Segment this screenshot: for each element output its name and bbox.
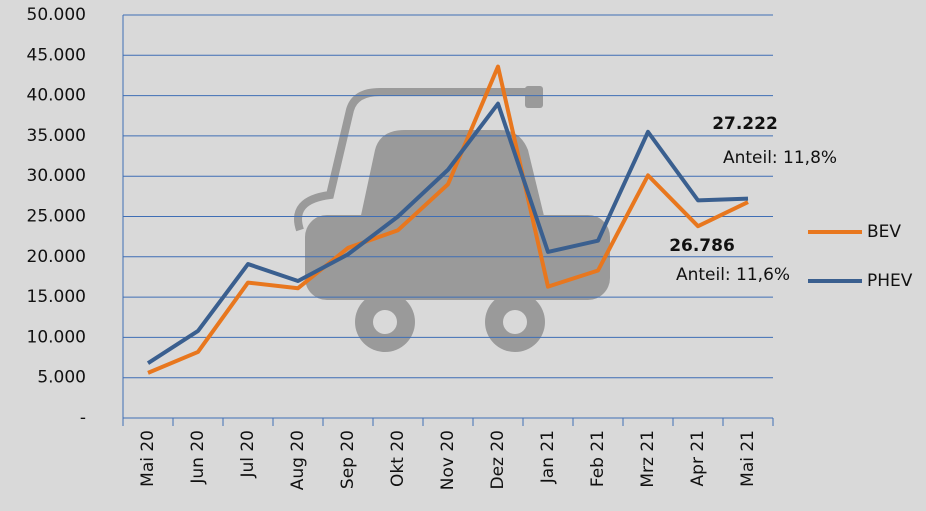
y-tick-label: 35.000 xyxy=(27,126,86,146)
x-tick-label: Mai 20 xyxy=(138,430,158,487)
legend-label: PHEV xyxy=(867,271,913,291)
x-tick-label: Jul 20 xyxy=(238,430,258,479)
x-tick-label: Jan 21 xyxy=(538,430,558,484)
x-tick-label: Nov 20 xyxy=(438,430,458,490)
y-tick-label: 40.000 xyxy=(27,86,86,106)
x-tick-label: Jun 20 xyxy=(188,430,208,485)
y-tick-label: - xyxy=(80,408,86,428)
y-tick-label: 50.000 xyxy=(27,5,86,25)
y-tick-label: 20.000 xyxy=(27,247,86,267)
x-tick-label: Dez 20 xyxy=(488,430,508,490)
chart: - 5.000 10.000 15.000 20.000 25.000 30.000 35.0… xyxy=(0,0,926,511)
y-tick-label: 30.000 xyxy=(27,166,86,186)
y-tick-label: 25.000 xyxy=(27,207,86,227)
x-tick-label: Mrz 21 xyxy=(638,430,658,488)
share-label: Anteil: 11,6% xyxy=(676,265,790,285)
x-tick-label: Aug 20 xyxy=(288,430,308,490)
y-tick-label: 45.000 xyxy=(27,45,86,65)
data-label: 27.222 xyxy=(712,114,778,134)
y-tick-label: 15.000 xyxy=(27,287,86,307)
x-tick-label: Mai 21 xyxy=(738,430,758,487)
x-tick-label: Okt 20 xyxy=(388,430,408,487)
share-label: Anteil: 11,8% xyxy=(723,148,837,168)
data-label: 26.786 xyxy=(669,236,735,256)
x-tick-label: Sep 20 xyxy=(338,430,358,489)
legend-label: BEV xyxy=(867,222,901,242)
x-tick-label: Feb 21 xyxy=(588,430,608,487)
x-tick-label: Apr 21 xyxy=(688,430,708,486)
car-icon xyxy=(298,86,610,352)
y-tick-label: 5.000 xyxy=(37,368,86,388)
y-tick-label: 10.000 xyxy=(27,327,86,347)
